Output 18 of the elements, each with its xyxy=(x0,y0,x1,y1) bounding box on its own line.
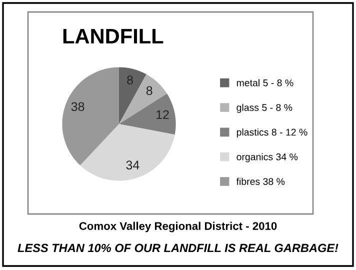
data-label: 34 xyxy=(126,160,140,170)
chart-title: LANDFILL xyxy=(63,29,164,44)
pie-slice xyxy=(80,124,175,181)
legend-label: metal 5 - 8 % xyxy=(236,79,294,86)
data-label: 38 xyxy=(71,102,84,112)
text: LESS THAN 10% OF OUR LANDFILL IS REAL GARBAGE! xyxy=(18,244,338,252)
pie-slice xyxy=(119,67,146,124)
data-label: 12 xyxy=(156,110,169,119)
pie-slice xyxy=(119,74,167,124)
legend-label: glass 5 - 8 % xyxy=(236,104,292,113)
pie-slice xyxy=(119,94,176,135)
legend-label: fibres 38 % xyxy=(236,178,285,185)
legend-label: organics 34 % xyxy=(236,153,298,162)
pie-slice xyxy=(62,67,119,166)
data-label: 8 xyxy=(146,86,152,96)
data-label: 8 xyxy=(127,76,133,84)
text: Comox Valley Regional District - 2010 xyxy=(79,222,277,232)
legend-label: plastics 8 - 12 % xyxy=(236,128,308,138)
